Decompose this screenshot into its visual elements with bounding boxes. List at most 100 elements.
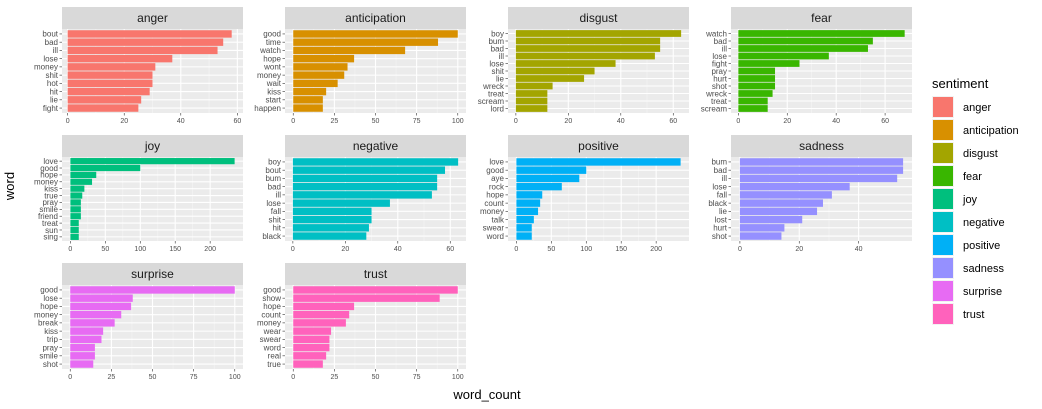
y-tick-label: bad: [491, 44, 504, 53]
y-tick-label: hope: [263, 302, 281, 311]
bar-sadness-ill: [739, 174, 898, 183]
bar-sadness-bad: [739, 166, 904, 174]
x-tick-label: 60: [233, 118, 241, 125]
bar-anger-hit: [67, 87, 150, 96]
bar-trust-hope: [293, 302, 355, 311]
bar-negative-ill: [292, 191, 432, 199]
bar-trust-count: [293, 310, 350, 319]
y-tick-label: boy: [491, 29, 504, 38]
y-tick-label: count: [484, 199, 504, 208]
y-tick-label: kiss: [267, 87, 281, 96]
x-tick-label: 20: [341, 246, 349, 253]
y-tick-label: swear: [260, 335, 282, 344]
legend-label: disgust: [963, 148, 998, 160]
x-tick-label: 75: [190, 374, 198, 381]
y-tick-label: watch: [705, 29, 727, 38]
x-tick-label: 0: [514, 246, 518, 253]
bar-joy-sun: [70, 226, 79, 234]
x-tick-label: 150: [615, 246, 627, 253]
facet-strip-label: fear: [811, 11, 832, 25]
y-tick-label: talk: [492, 215, 505, 224]
y-tick-label: money: [34, 310, 58, 319]
y-tick-label: show: [262, 294, 281, 303]
y-tick-label: good: [40, 286, 58, 295]
y-tick-label: lose: [43, 54, 58, 63]
bar-fear-wreck: [738, 90, 773, 97]
x-tick-label: 0: [291, 118, 295, 125]
legend-item-fear: fear: [932, 165, 982, 187]
x-tick-label: 0: [291, 246, 295, 253]
bar-trust-show: [293, 294, 440, 302]
bar-anger-fight: [67, 104, 139, 112]
y-tick-label: treat: [42, 219, 59, 228]
bar-positive-love: [516, 158, 681, 166]
x-tick-label: 60: [881, 118, 889, 125]
y-tick-label: fall: [717, 191, 727, 200]
bar-negative-hit: [292, 224, 369, 232]
legend-key-swatch: [933, 166, 953, 186]
bar-anticipation-good: [293, 30, 458, 38]
y-tick-label: bum: [711, 158, 727, 167]
x-tick-label: 40: [617, 118, 625, 125]
bar-joy-treat: [70, 220, 79, 227]
y-tick-label: trip: [47, 335, 59, 344]
bar-positive-count: [516, 199, 541, 207]
legend-label: positive: [963, 240, 1000, 252]
y-tick-label: lost: [715, 215, 728, 224]
x-tick-label: 100: [134, 246, 146, 253]
bar-fear-hurt: [738, 75, 776, 82]
bar-surprise-lose: [70, 294, 133, 302]
bar-anticipation-happen: [293, 104, 323, 112]
y-tick-label: hit: [273, 224, 282, 233]
facet-strip: [731, 135, 912, 157]
y-tick-label: word: [486, 232, 504, 241]
bar-negative-bout: [292, 166, 446, 174]
y-tick-label: wreck: [482, 82, 505, 91]
bar-surprise-trip: [70, 335, 102, 344]
y-tick-label: money: [480, 207, 504, 216]
y-tick-label: shit: [492, 67, 505, 76]
legend-item-anger: anger: [932, 96, 991, 118]
y-tick-label: ill: [276, 191, 282, 200]
bar-negative-bad: [292, 182, 438, 191]
y-tick-label: hurt: [713, 224, 728, 233]
x-tick-label: 25: [330, 374, 338, 381]
x-tick-label: 0: [738, 246, 742, 253]
bar-disgust-boy: [515, 30, 682, 37]
x-tick-label: 20: [564, 118, 572, 125]
facet-panel-positive: positive 0 50 100 150 200 lovegoodayerockhopec…: [480, 135, 689, 253]
y-tick-label: lose: [489, 59, 504, 68]
y-tick-label: happen: [254, 104, 281, 113]
y-tick-label: sing: [43, 233, 58, 242]
bar-surprise-money: [70, 310, 122, 319]
bar-disgust-bum: [515, 37, 661, 45]
bar-sadness-lost: [739, 215, 803, 224]
y-tick-label: shot: [712, 232, 728, 241]
x-tick-label: 50: [547, 246, 555, 253]
legend-label: fear: [963, 171, 982, 183]
legend-item-positive: positive: [932, 234, 1000, 256]
x-tick-label: 20: [795, 246, 803, 253]
bar-surprise-break: [70, 319, 115, 327]
legend-item-negative: negative: [932, 211, 1005, 233]
y-tick-label: watch: [259, 46, 281, 55]
bar-surprise-good: [70, 286, 235, 294]
facet-strip: [285, 7, 466, 29]
x-tick-label: 25: [107, 374, 115, 381]
y-tick-label: lose: [43, 294, 58, 303]
x-tick-label: 0: [68, 246, 72, 253]
y-tick-label: lie: [50, 96, 59, 105]
y-tick-label: bad: [714, 37, 727, 46]
bar-fear-lose: [738, 52, 829, 60]
bar-trust-true: [293, 360, 323, 368]
bar-fear-ill: [738, 45, 868, 52]
facet-panel-sadness: sadness 0 20 40 bumbadilllosefallblacklielos…: [708, 135, 912, 253]
bar-anticipation-money: [293, 71, 345, 79]
x-tick-label: 75: [413, 374, 421, 381]
y-tick-label: hot: [47, 79, 59, 88]
legend-label: trust: [963, 309, 984, 321]
bar-disgust-wreck: [515, 82, 553, 90]
x-tick-label: 60: [669, 118, 677, 125]
y-tick-label: ill: [53, 46, 59, 55]
